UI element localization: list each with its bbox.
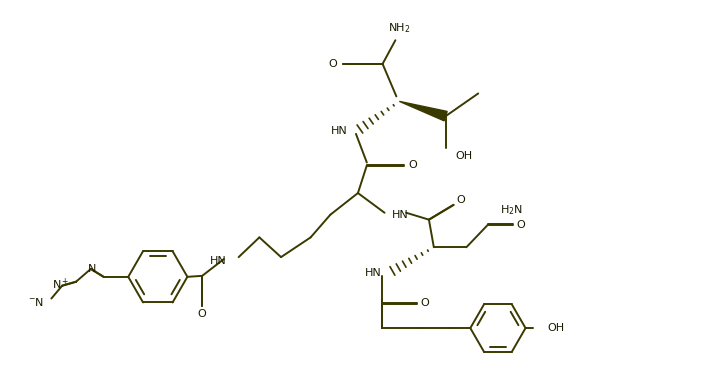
- Text: O: O: [409, 160, 418, 170]
- Text: OH: OH: [455, 151, 473, 161]
- Polygon shape: [399, 101, 447, 121]
- Text: NH$_2$: NH$_2$: [388, 22, 411, 35]
- Text: O: O: [328, 59, 337, 69]
- Text: N: N: [88, 264, 97, 274]
- Text: O: O: [516, 220, 525, 230]
- Text: O: O: [198, 309, 206, 319]
- Text: $^{-}$N: $^{-}$N: [28, 296, 45, 308]
- Text: HN: HN: [210, 256, 227, 266]
- Text: H$_2$N: H$_2$N: [500, 203, 523, 217]
- Text: O: O: [421, 298, 429, 308]
- Text: HN: HN: [392, 210, 408, 220]
- Text: N$^+$: N$^+$: [52, 277, 69, 292]
- Text: HN: HN: [332, 126, 348, 136]
- Text: O: O: [456, 195, 464, 205]
- Text: HN: HN: [365, 268, 382, 278]
- Text: OH: OH: [547, 323, 564, 333]
